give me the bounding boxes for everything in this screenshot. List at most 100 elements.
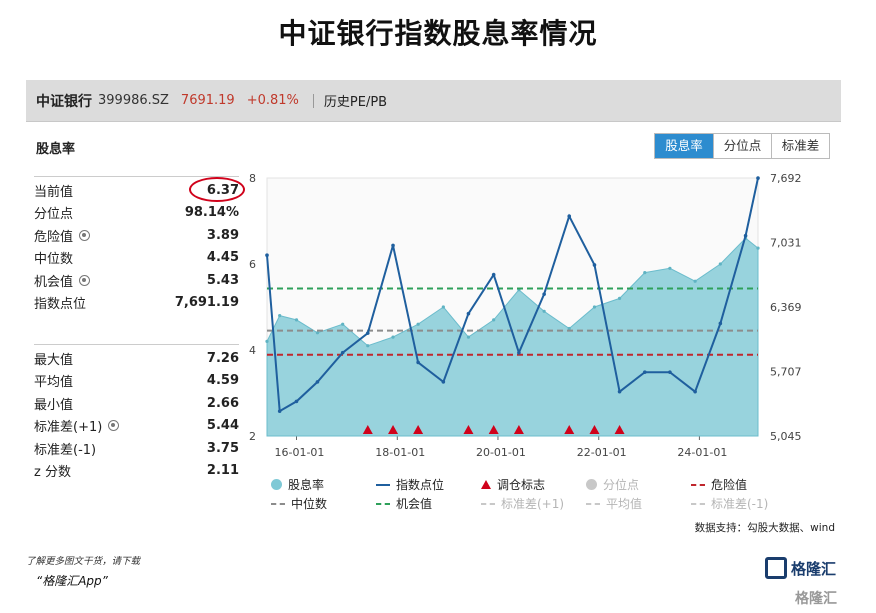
stat-label-text: 指数点位 — [34, 297, 87, 313]
tab-dividend-yield[interactable]: 股息率 — [655, 134, 713, 158]
index-point — [693, 389, 697, 394]
legend-dash-icon — [376, 502, 390, 505]
stat-label: 标准差(-1) — [34, 439, 96, 458]
rebalance-marker — [589, 425, 600, 434]
legend-percentile[interactable]: 分位点 — [586, 476, 691, 493]
stat-label: 平均值 — [34, 371, 73, 390]
rebalance-marker — [614, 425, 625, 434]
legend-dot-icon — [271, 479, 282, 490]
dividend-yield-point — [391, 335, 395, 339]
legend-median[interactable]: 中位数 — [271, 495, 376, 512]
stat-label-text: 分位点 — [34, 207, 74, 223]
dividend-yield-point — [492, 318, 496, 322]
x-tick-label: 20-01-01 — [476, 446, 526, 459]
watermark: 格隆汇 — [795, 591, 837, 607]
stat-row: 中位数 4.45 — [34, 247, 239, 270]
legend-index-level[interactable]: 指数点位 — [376, 476, 481, 493]
tab-percentile[interactable]: 分位点 — [713, 134, 771, 158]
index-point — [466, 311, 471, 316]
x-tick-label: 22-01-01 — [577, 446, 627, 459]
brand-logo: 格隆汇 — [765, 557, 836, 579]
legend-std-minus[interactable]: 标准差(-1) — [691, 495, 796, 512]
stat-row: 当前值 6.37 — [34, 177, 245, 202]
legend-label: 中位数 — [291, 497, 328, 511]
legend-std-plus[interactable]: 标准差(+1) — [481, 495, 586, 512]
stat-value: 7,691.19 — [174, 295, 239, 311]
legend-label: 股息率 — [288, 478, 325, 492]
stat-label: 当前值 — [34, 181, 73, 200]
rebalance-marker — [413, 425, 424, 434]
stat-label: 机会值 — [34, 271, 91, 290]
footer-promo: 了解更多图文干货，请下载 — [26, 556, 141, 567]
gear-icon[interactable] — [108, 420, 120, 432]
stat-row: 机会值 5.43 — [34, 269, 239, 292]
history-pe-pb-link[interactable]: 历史PE/PB — [323, 95, 388, 110]
index-point — [365, 331, 370, 335]
stat-row: 最大值 7.26 — [34, 347, 239, 370]
legend-opportunity[interactable]: 机会值 — [376, 495, 481, 512]
dividend-yield-point — [416, 322, 420, 326]
stat-value: 98.14% — [184, 205, 239, 221]
index-point — [668, 370, 672, 374]
legend-label: 指数点位 — [396, 478, 445, 492]
dividend-yield-point — [718, 262, 722, 266]
stat-value: 3.89 — [206, 227, 239, 243]
index-point — [340, 350, 345, 355]
index-point — [718, 321, 723, 326]
legend-average[interactable]: 平均值 — [586, 495, 691, 512]
rebalance-marker — [513, 425, 524, 434]
index-point — [567, 214, 572, 219]
x-tick-label: 18-01-01 — [375, 446, 425, 459]
chart-legend: 股息率 指数点位 调仓标志 分位点 危险值 中位数 机会值 标准差(+1) 平均… — [271, 475, 811, 513]
index-card: 中证银行 399986.SZ 7691.19 +0.81% 历史PE/PB 股息… — [26, 80, 841, 540]
dividend-yield-point — [341, 322, 345, 326]
gear-icon[interactable] — [79, 274, 91, 286]
section-title: 股息率 — [36, 142, 76, 157]
page-title: 中证银行指数股息率情况 — [278, 17, 598, 50]
legend-dash-icon — [691, 502, 705, 505]
legend-label: 标准差(-1) — [711, 497, 769, 511]
stat-label: z 分数 — [34, 461, 71, 480]
stat-row: z 分数 2.11 — [34, 460, 239, 483]
index-header: 中证银行 399986.SZ 7691.19 +0.81% 历史PE/PB — [26, 80, 841, 122]
legend-label: 标准差(+1) — [501, 497, 565, 511]
stat-label-text: 平均值 — [34, 375, 74, 391]
legend-dividend-yield[interactable]: 股息率 — [271, 476, 376, 493]
dividend-yield-point — [592, 305, 597, 309]
index-point — [542, 292, 546, 296]
legend-label: 平均值 — [606, 497, 643, 511]
legend-dot-icon — [586, 479, 597, 490]
index-price: 7691.19 — [180, 93, 235, 108]
stat-row: 平均值 4.59 — [34, 370, 239, 393]
stat-label: 分位点 — [34, 203, 73, 222]
dividend-yield-point — [693, 279, 697, 283]
index-point — [491, 272, 496, 277]
dividend-yield-point — [466, 335, 471, 339]
legend-rebalance[interactable]: 调仓标志 — [481, 476, 586, 493]
stats-divider-bottom — [34, 344, 239, 345]
dividend-yield-point — [542, 309, 546, 313]
index-point — [642, 370, 647, 374]
header-divider — [312, 93, 314, 108]
legend-label: 分位点 — [603, 478, 640, 492]
index-name: 中证银行 — [36, 93, 92, 110]
dividend-yield-point — [441, 305, 445, 309]
rebalance-marker — [488, 425, 499, 434]
metric-tabs: 股息率 分位点 标准差 — [654, 133, 830, 159]
legend-dash-icon — [271, 502, 285, 505]
tab-std-dev[interactable]: 标准差 — [771, 134, 829, 158]
stat-label-text: 当前值 — [34, 184, 74, 200]
index-code: 399986.SZ — [98, 93, 169, 108]
rebalance-marker — [463, 425, 474, 434]
stat-label: 最大值 — [34, 349, 73, 368]
stat-value: 5.44 — [206, 418, 239, 434]
index-change: +0.81% — [246, 93, 299, 108]
stat-label-text: 机会值 — [34, 274, 74, 290]
stat-value: 5.43 — [206, 272, 239, 288]
gear-icon[interactable] — [79, 229, 91, 241]
y-left-tick-label: 6 — [249, 258, 256, 271]
x-tick-label: 24-01-01 — [677, 446, 727, 459]
stat-label-text: 最小值 — [34, 397, 74, 413]
legend-danger[interactable]: 危险值 — [691, 476, 796, 493]
y-right-tick-label: 7,692 — [770, 172, 802, 185]
